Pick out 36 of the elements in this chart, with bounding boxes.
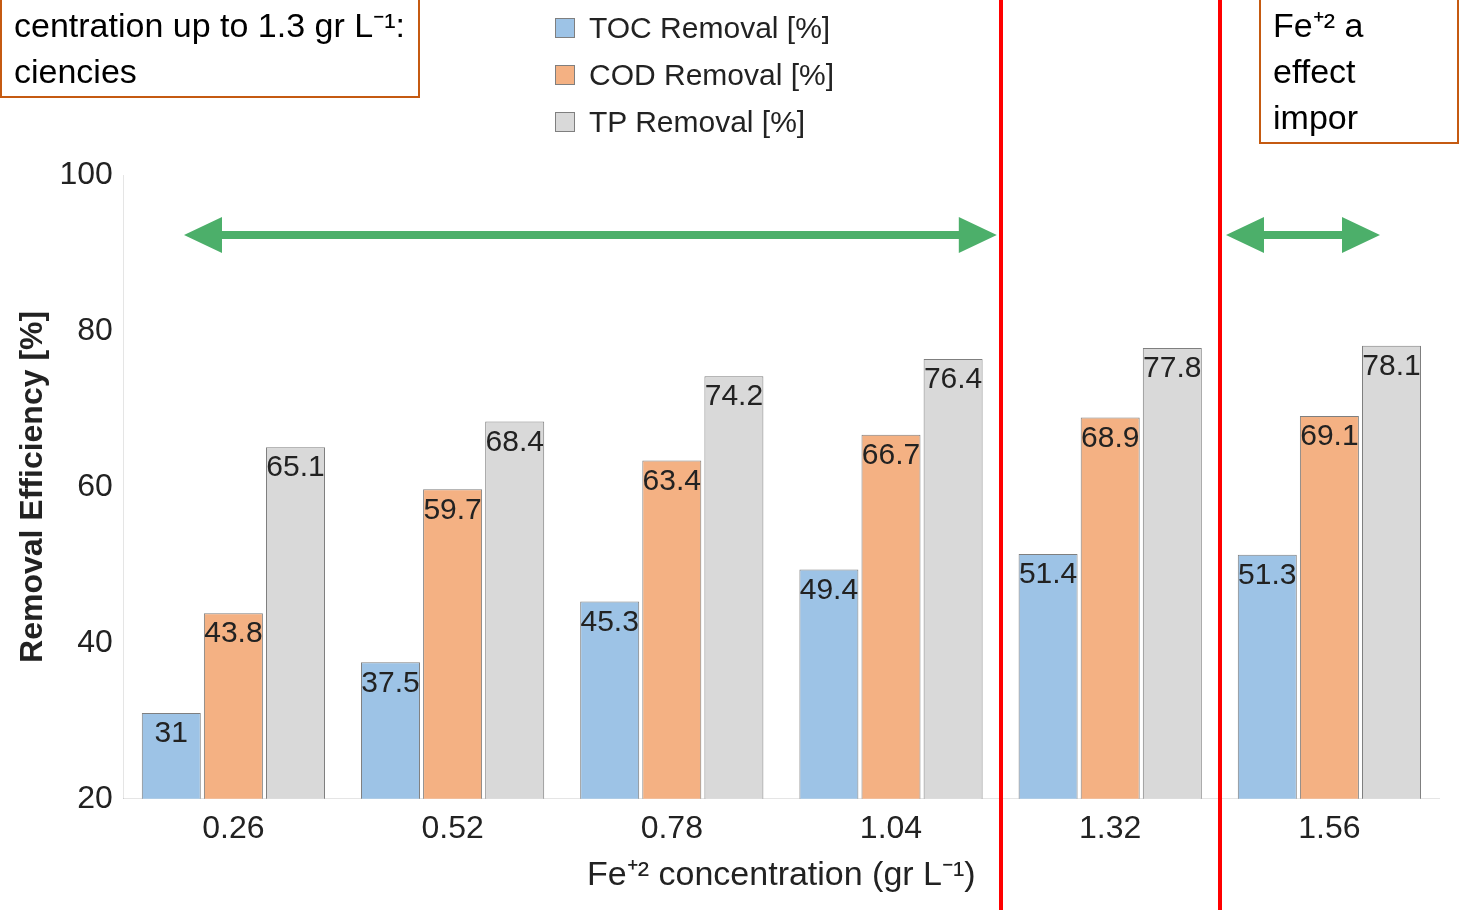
data-label: 65.1 [266,449,325,483]
data-label: 68.4 [485,423,544,457]
data-label: 76.4 [923,361,983,395]
y-tick-label: 60 [77,466,113,503]
data-label: 78.1 [1362,348,1421,382]
data-label: 74.2 [704,378,764,412]
x-tick-label: 0.52 [421,808,484,845]
y-tick-label: 40 [77,622,113,659]
x-tick-label: 1.56 [1298,808,1361,845]
data-label: 69.1 [1300,418,1359,452]
data-label: 51.4 [1018,556,1078,590]
data-label: 63.4 [642,462,701,496]
data-label: 45.3 [580,603,639,637]
data-label: 43.8 [204,615,263,649]
legend-label: TOC Removal [%] [589,10,831,46]
data-label: 49.4 [799,571,859,605]
y-tick-label: 100 [59,154,113,191]
x-tick-label: 1.04 [859,808,923,845]
legend-label: COD Removal [%] [589,57,835,93]
text: centration up to 1.3 gr L⁻¹: ciencies [0,0,420,98]
data-label: 59.7 [423,491,482,525]
x-axis-title: Fe⁺² concentration (gr L⁻¹) [587,853,976,892]
data-label: 77.8 [1143,350,1202,384]
data-label: 31 [154,715,188,749]
data-label: 37.5 [361,664,420,698]
data-label: 66.7 [861,436,921,470]
data-label: 68.9 [1081,419,1140,453]
y-axis-title: Removal Efficiency [%] [13,310,50,663]
y-tick-label: 20 [77,778,113,815]
legend-label: TP Removal [%] [589,104,806,140]
x-tick-label: 0.26 [202,808,265,845]
x-tick-label: 1.32 [1079,808,1142,845]
x-tick-label: 0.78 [640,808,703,845]
text: Fe⁺² a effect impor [1259,0,1459,144]
y-tick-label: 80 [77,310,113,347]
data-label: 51.3 [1238,557,1297,590]
